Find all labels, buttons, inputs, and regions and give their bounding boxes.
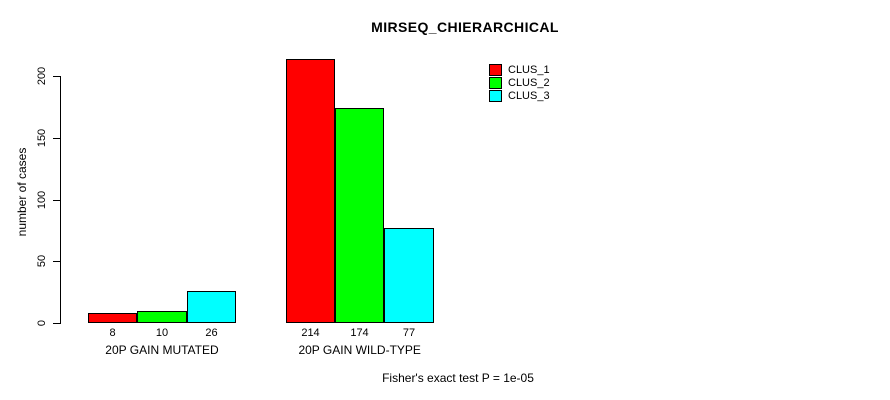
y-tick xyxy=(53,138,60,139)
legend-item: CLUS_3 xyxy=(489,89,550,102)
chart-title: MIRSEQ_CHIERARCHICAL xyxy=(371,19,559,35)
legend-swatch-clus_3 xyxy=(489,89,502,102)
y-axis-label: number of cases xyxy=(15,147,29,237)
bar-clus_3-group1 xyxy=(187,291,236,323)
y-tick-label: 50 xyxy=(36,254,48,268)
y-tick-label: 150 xyxy=(36,128,48,148)
bar-clus_1-group2 xyxy=(286,59,335,323)
annotation-text: Fisher's exact test P = 1e-05 xyxy=(382,371,534,385)
bar-value-label: 214 xyxy=(301,327,320,339)
bar-value-label: 77 xyxy=(402,327,416,339)
legend-item: CLUS_2 xyxy=(489,76,550,89)
legend-label: CLUS_1 xyxy=(508,63,550,76)
legend: CLUS_1 CLUS_2 CLUS_3 xyxy=(489,63,550,102)
y-axis-line xyxy=(60,76,61,324)
y-tick xyxy=(53,323,60,324)
y-tick-label: 100 xyxy=(36,190,48,210)
bar-clus_2-group1 xyxy=(137,311,187,323)
bar-value-label: 26 xyxy=(205,327,218,339)
bar-value-label: 10 xyxy=(155,327,169,339)
x-category-label: 20P GAIN WILD-TYPE xyxy=(298,343,421,357)
legend-item: CLUS_1 xyxy=(489,63,550,76)
bar-clus_3-group2 xyxy=(384,228,434,323)
bar-clus_1-group1 xyxy=(88,313,137,323)
legend-swatch-clus_2 xyxy=(489,76,502,89)
y-tick xyxy=(53,76,60,77)
bar-clus_2-group2 xyxy=(335,108,384,323)
legend-label: CLUS_2 xyxy=(508,76,550,89)
y-tick xyxy=(53,261,60,262)
y-tick xyxy=(53,200,60,201)
y-tick-label: 200 xyxy=(36,66,48,86)
bar-value-label: 8 xyxy=(109,327,116,339)
bar-value-label: 174 xyxy=(350,327,369,339)
legend-label: CLUS_3 xyxy=(508,89,550,102)
x-category-label: 20P GAIN MUTATED xyxy=(105,343,219,357)
y-tick-label: 0 xyxy=(36,319,48,327)
legend-swatch-clus_1 xyxy=(489,63,502,76)
